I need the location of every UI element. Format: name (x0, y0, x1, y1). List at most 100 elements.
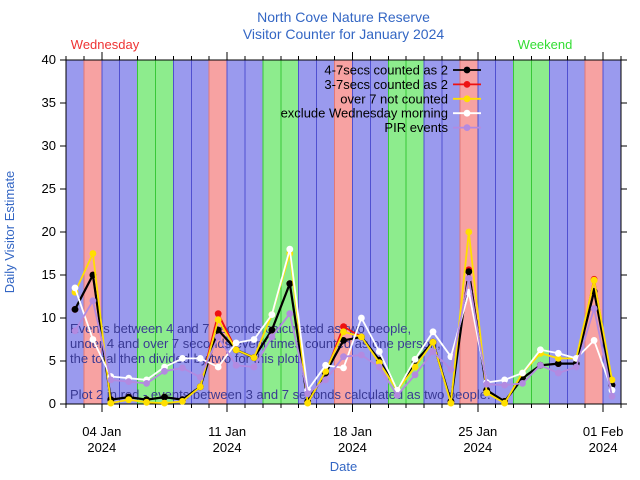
series-point-exclude-wednesday-morning-08-jan (179, 355, 186, 362)
series-point-pir-events-23-jan (447, 366, 455, 373)
series-point-exclude-wednesday-morning-19-jan (375, 348, 383, 355)
series-point-pir-events-01-feb (608, 392, 616, 400)
x-tick-label-2: 18 Jan (333, 424, 372, 439)
legend-sample-point-1 (463, 81, 471, 88)
series-point-pir-events-06-jan (143, 380, 151, 387)
series-point-pir-events-18-jan (358, 351, 365, 359)
x-tick-label-0: 04 Jan (82, 424, 121, 439)
series-point-exclude-wednesday-morning-28-jan (537, 346, 544, 354)
band-wednesday-31-jan (584, 59, 604, 405)
series-point-pir-events-13-jan (268, 333, 276, 341)
series-point-exclude-wednesday-morning-29-jan (554, 349, 562, 357)
series-point-pir-events-14-jan (286, 310, 294, 318)
series-point-4-7secs-counted-as-2-29-jan (554, 360, 562, 367)
x-tick-label-4: 01 Feb (583, 424, 623, 439)
series-point-pir-events-20-jan (393, 392, 401, 399)
series-point-pir-events-03-jan (89, 297, 97, 305)
legend-label-4: PIR events (384, 120, 448, 135)
legend-sample-point-4 (463, 124, 471, 131)
weekend-band-label: Weekend (518, 37, 573, 52)
series-point-exclude-wednesday-morning-09-jan (196, 355, 204, 362)
series-point-exclude-wednesday-morning-16-jan (322, 361, 329, 369)
x-tick-year-2: 2024 (338, 440, 367, 455)
series-point-over-7-not-counted-18-jan (358, 333, 365, 341)
band-weekend-27-jan (513, 59, 532, 405)
series-point-exclude-wednesday-morning-27-jan (519, 369, 526, 377)
series-point-exclude-wednesday-morning-03-jan (89, 336, 97, 343)
data-series (71, 228, 616, 407)
series-point-pir-events-29-jan (554, 369, 562, 377)
series-point-pir-events-27-jan (519, 380, 526, 387)
y-tick-label-40: 40 (42, 52, 56, 67)
band-weekday-26-jan (495, 59, 515, 405)
series-point-over-7-not-counted-07-jan (161, 399, 168, 407)
series-point-over-7-not-counted-08-jan (179, 398, 186, 405)
x-tick-year-3: 2024 (463, 440, 492, 455)
series-point-exclude-wednesday-morning-10-jan (214, 363, 222, 371)
y-tick-label-10: 10 (42, 310, 56, 325)
series-point-pir-events-30-jan (572, 363, 580, 371)
series-point-pir-events-22-jan (429, 348, 437, 355)
series-point-over-7-not-counted-16-jan (322, 367, 329, 375)
legend-label-0: 4-7secs counted as 2 (324, 63, 448, 78)
series-point-over-7-not-counted-24-jan (465, 228, 473, 236)
series-point-pir-events-25-jan (483, 380, 491, 388)
series-point-pir-events-09-jan (196, 373, 204, 381)
x-tick-year-0: 2024 (87, 440, 116, 455)
y-axis-label: Daily Visitor Estimate (2, 171, 17, 294)
series-point-over-7-not-counted-11-jan (232, 346, 240, 354)
series-point-4-7secs-counted-as-2-24-jan (465, 268, 473, 275)
legend-sample-point-3 (463, 109, 471, 117)
x-tick-label-1: 11 Jan (208, 424, 246, 439)
series-point-over-7-not-counted-31-jan (590, 276, 598, 284)
series-point-4-7secs-counted-as-2-02-jan (71, 306, 79, 313)
series-point-pir-events-11-jan (232, 361, 240, 369)
series-point-pir-events-07-jan (161, 367, 168, 375)
y-tick-label-0: 0 (49, 396, 56, 411)
legend-sample-point-0 (463, 66, 471, 74)
y-tick-label-5: 5 (49, 353, 56, 368)
chart-title-line1: North Cove Nature Reserve (257, 9, 430, 25)
series-point-pir-events-16-jan (322, 376, 329, 384)
series-point-exclude-wednesday-morning-18-jan (358, 314, 365, 322)
plot-frame-group (60, 52, 627, 412)
y-tick-label-25: 25 (42, 181, 56, 196)
legend: 4-7secs counted as 23-7secs counted as 2… (281, 63, 481, 135)
series-point-over-7-not-counted-26-jan (501, 399, 508, 407)
series-point-exclude-wednesday-morning-11-jan (232, 339, 240, 347)
series-point-over-7-not-counted-04-jan (107, 399, 115, 407)
series-point-pir-events-31-jan (590, 305, 598, 312)
legend-label-2: over 7 not counted (340, 91, 448, 106)
series-point-pir-events-17-jan (340, 353, 347, 361)
x-tick-year-1: 2024 (213, 440, 242, 455)
y-tick-label-20: 20 (42, 224, 56, 239)
series-point-pir-events-28-jan (537, 361, 544, 369)
series-point-over-7-not-counted-03-jan (89, 250, 97, 257)
series-point-pir-events-21-jan (411, 371, 419, 379)
y-tick-label-15: 15 (42, 267, 56, 282)
series-point-4-7secs-counted-as-2-17-jan (340, 337, 347, 344)
series-point-over-7-not-counted-17-jan (340, 328, 347, 336)
series-point-over-7-not-counted-21-jan (411, 363, 419, 371)
series-point-3-7secs-counted-as-2-10-jan (214, 310, 222, 318)
series-point-pir-events-26-jan (501, 381, 508, 389)
legend-label-3: exclude Wednesday morning (281, 106, 448, 121)
series-point-pir-events-10-jan (214, 333, 222, 341)
series-point-pir-events-12-jan (250, 363, 258, 371)
series-point-over-7-not-counted-15-jan (304, 399, 312, 407)
series-point-exclude-wednesday-morning-26-jan (501, 376, 508, 384)
series-point-pir-events-15-jan (304, 390, 312, 398)
series-point-over-7-not-counted-22-jan (429, 338, 437, 346)
series-point-4-7secs-counted-as-2-07-jan (161, 393, 168, 401)
series-point-pir-events-02-jan (71, 327, 79, 335)
series-point-over-7-not-counted-23-jan (447, 399, 455, 407)
day-bands (65, 59, 622, 405)
series-point-over-7-not-counted-05-jan (125, 396, 133, 404)
series-point-exclude-wednesday-morning-14-jan (286, 245, 294, 253)
series-point-exclude-wednesday-morning-17-jan (340, 364, 347, 372)
series-point-exclude-wednesday-morning-31-jan (590, 337, 598, 344)
x-tick-year-4: 2024 (589, 440, 618, 455)
series-point-pir-events-19-jan (375, 363, 383, 371)
